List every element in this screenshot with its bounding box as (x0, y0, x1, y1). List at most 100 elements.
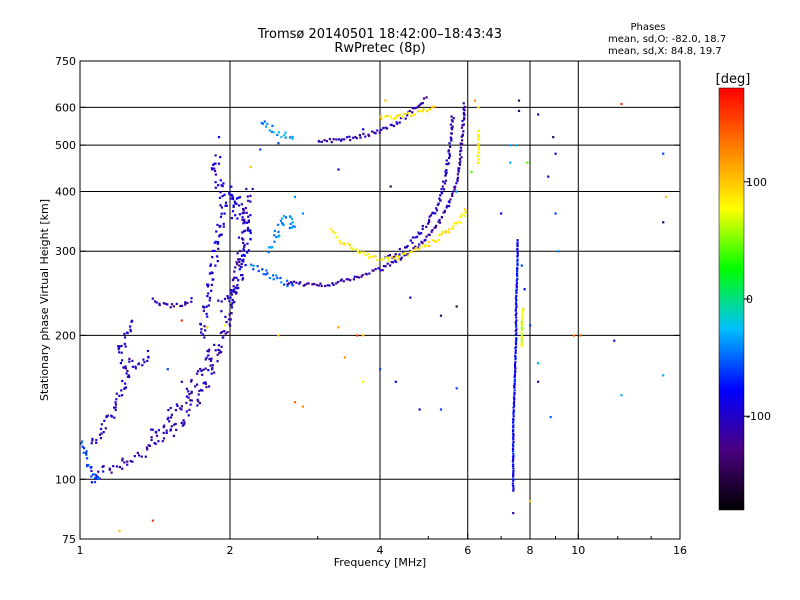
data-point (312, 282, 316, 286)
data-point (515, 282, 518, 285)
data-point (514, 309, 517, 312)
data-point (511, 443, 515, 446)
data-point (373, 131, 376, 134)
data-point (402, 250, 405, 253)
data-point (101, 465, 104, 468)
data-point (141, 364, 144, 367)
data-point (379, 269, 382, 272)
data-point (328, 138, 331, 141)
data-point (512, 412, 515, 415)
data-point (380, 128, 383, 131)
data-point (137, 362, 141, 365)
data-point (218, 225, 221, 228)
data-point (235, 292, 238, 295)
data-point (286, 279, 289, 282)
data-point (368, 134, 371, 137)
data-point (342, 242, 345, 245)
data-point (129, 460, 132, 463)
data-point (203, 325, 206, 328)
data-point (104, 427, 107, 430)
data-point (336, 236, 339, 239)
data-point (246, 251, 249, 254)
data-point (129, 328, 132, 331)
colorbar-ticks: 100 0 -100 (744, 176, 771, 423)
data-point (303, 283, 307, 286)
data-point (143, 361, 146, 364)
data-point (220, 300, 223, 303)
data-point (515, 305, 518, 308)
data-point (665, 195, 668, 198)
data-point (122, 366, 125, 369)
y-tick-label: 750 (55, 55, 76, 68)
data-point (511, 482, 514, 485)
data-point (512, 429, 515, 433)
data-point (512, 445, 515, 448)
data-point (320, 140, 323, 143)
data-point (477, 138, 480, 141)
data-point (397, 255, 400, 258)
data-point (206, 315, 209, 318)
data-point (374, 268, 377, 271)
data-point (387, 259, 390, 262)
data-point (394, 259, 397, 262)
data-point (364, 253, 367, 257)
data-point (477, 133, 480, 136)
data-point (411, 236, 415, 239)
data-point (134, 367, 137, 370)
data-point (365, 273, 368, 276)
data-point (166, 368, 169, 371)
data-point (395, 121, 398, 124)
data-point (395, 260, 398, 263)
data-point (249, 200, 252, 203)
data-point (444, 230, 447, 233)
data-point (237, 204, 241, 207)
data-point (208, 385, 211, 388)
data-point (515, 312, 518, 315)
data-point (184, 303, 187, 306)
data-point (306, 282, 309, 285)
data-point (516, 258, 519, 261)
data-point (201, 373, 204, 376)
data-point (512, 478, 515, 481)
data-point (521, 313, 524, 317)
data-point (230, 312, 233, 315)
data-point (150, 436, 153, 439)
data-point (110, 471, 113, 474)
data-point (516, 247, 519, 250)
data-point (211, 368, 214, 371)
data-point (438, 221, 442, 224)
data-point (220, 345, 223, 348)
data-point (361, 273, 364, 277)
data-point (214, 349, 217, 352)
data-point (383, 115, 386, 118)
data-point (213, 343, 216, 346)
data-point (216, 260, 219, 263)
data-point (369, 255, 372, 258)
data-point (148, 444, 151, 447)
data-point (213, 162, 216, 166)
data-point (448, 156, 451, 160)
data-point (203, 336, 206, 339)
data-point (452, 225, 455, 228)
data-point (511, 465, 515, 468)
data-point (240, 254, 244, 257)
data-point (185, 401, 188, 404)
data-point (209, 364, 212, 367)
data-point (512, 449, 515, 452)
data-point (155, 434, 159, 437)
data-point (302, 284, 305, 287)
data-point (412, 113, 415, 116)
y-tick-label: 100 (55, 473, 76, 486)
data-point (349, 279, 352, 282)
data-point (514, 329, 517, 332)
data-point (232, 288, 236, 291)
data-point (437, 238, 440, 242)
data-point (460, 149, 463, 152)
data-point (440, 191, 443, 194)
data-point (392, 261, 395, 264)
data-point (516, 262, 519, 266)
data-point (447, 162, 450, 165)
data-point (476, 155, 479, 158)
data-point (91, 473, 94, 476)
data-point (202, 305, 205, 308)
